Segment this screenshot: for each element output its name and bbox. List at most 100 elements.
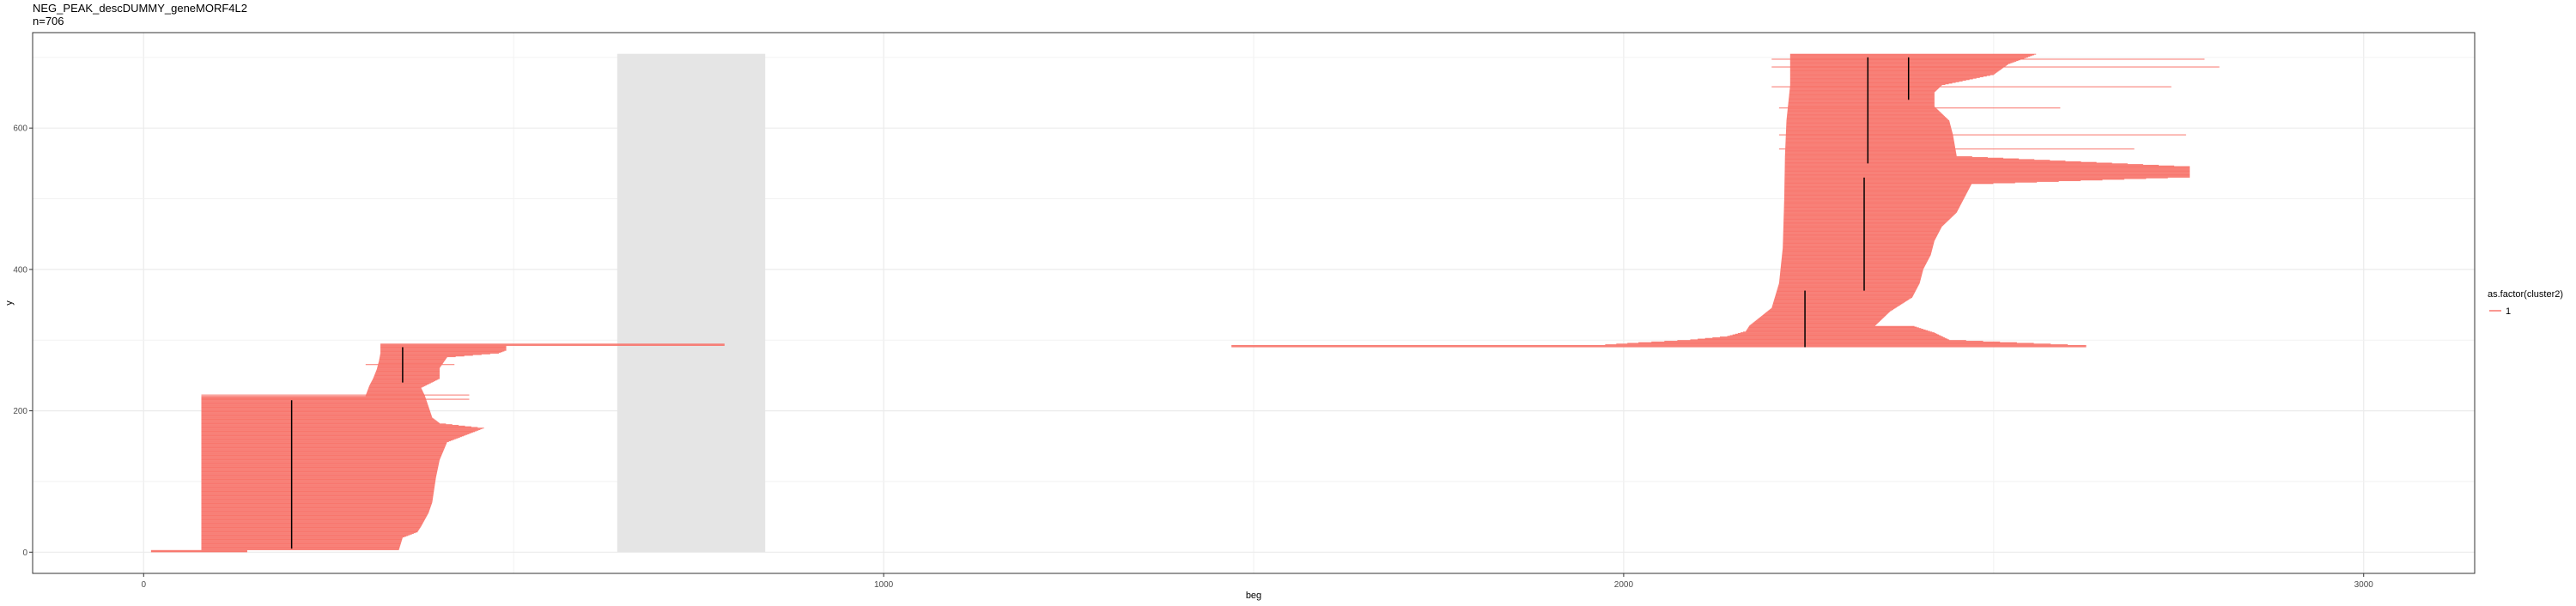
read-segment xyxy=(201,469,438,470)
read-segment xyxy=(201,425,465,427)
read-segment xyxy=(1789,89,1937,91)
read-segment xyxy=(1789,53,2037,55)
read-segment xyxy=(369,385,426,386)
read-segment xyxy=(1784,181,2038,183)
read-segment xyxy=(1787,114,1944,116)
read-segment xyxy=(380,349,507,351)
read-segment xyxy=(201,484,435,486)
read-segment xyxy=(1786,118,1947,119)
read-segment xyxy=(368,387,422,389)
read-segment xyxy=(201,531,418,533)
read-segment xyxy=(201,453,442,455)
read-segment xyxy=(1664,341,1984,342)
read-segment xyxy=(1779,276,1922,278)
read-segment xyxy=(201,446,446,448)
read-segment xyxy=(1753,322,1879,324)
read-segment xyxy=(1787,112,1941,113)
read-segment xyxy=(1789,83,1949,85)
read-segment xyxy=(1783,217,1951,219)
read-segment xyxy=(201,549,399,550)
read-segment xyxy=(201,441,447,443)
read-segment xyxy=(1783,228,1941,230)
read-segment xyxy=(201,513,428,515)
read-segment xyxy=(374,374,440,376)
read-segment xyxy=(1775,294,1914,296)
read-segment xyxy=(1729,335,1941,336)
read-segment xyxy=(1778,107,2061,109)
read-segment xyxy=(1772,302,1904,304)
read-segment xyxy=(201,530,419,531)
read-segment xyxy=(368,386,423,388)
read-segment xyxy=(201,536,405,538)
read-segment xyxy=(201,413,431,414)
read-segment xyxy=(1789,76,1980,78)
read-segment xyxy=(201,429,481,430)
read-segment xyxy=(380,351,503,353)
read-segment xyxy=(1785,136,1953,137)
read-segment xyxy=(1789,79,1970,81)
read-segment xyxy=(1789,85,1941,87)
read-segment xyxy=(1771,306,1897,308)
read-segment xyxy=(201,412,431,414)
read-segment xyxy=(1789,61,2014,63)
read-segment xyxy=(1776,291,1916,293)
read-segment xyxy=(201,546,400,548)
read-segment xyxy=(1755,320,1880,322)
read-segment xyxy=(1784,189,1969,190)
read-segment xyxy=(201,436,462,438)
read-segment xyxy=(1788,106,1935,108)
read-segment xyxy=(1789,70,1999,72)
read-segment xyxy=(201,525,422,526)
read-segment xyxy=(1765,312,1889,314)
read-segment xyxy=(1789,78,1973,80)
y-tick-label: 0 xyxy=(22,548,27,558)
read-segment xyxy=(1783,197,1965,199)
read-segment xyxy=(201,421,438,422)
read-segment xyxy=(366,393,424,394)
read-segment xyxy=(201,459,440,461)
read-segment xyxy=(1783,237,1937,238)
read-segment xyxy=(1779,277,1922,279)
read-segment xyxy=(1780,270,1923,272)
read-segment xyxy=(1789,68,2003,70)
read-segment xyxy=(1784,185,1971,186)
legend-title: as.factor(cluster2) xyxy=(2488,289,2563,300)
read-segment xyxy=(1771,307,1896,309)
read-segment xyxy=(1783,237,1936,239)
read-segment xyxy=(1783,207,1959,209)
read-segment xyxy=(201,425,459,426)
read-segment xyxy=(370,382,432,384)
read-segment xyxy=(1783,225,1943,227)
read-segment xyxy=(201,443,447,445)
read-segment xyxy=(380,353,499,354)
read-segment xyxy=(201,431,475,433)
read-segment xyxy=(201,545,401,546)
read-segment xyxy=(201,482,435,484)
read-segment xyxy=(1789,81,1963,82)
read-segment xyxy=(1774,299,1910,300)
read-segment xyxy=(1784,160,2050,161)
read-segment xyxy=(1778,284,1919,286)
read-segment xyxy=(1783,209,1959,211)
read-segment xyxy=(201,481,436,482)
read-segment xyxy=(1780,272,1923,274)
read-segment xyxy=(380,353,490,355)
read-segment xyxy=(380,344,725,346)
read-segment xyxy=(1789,63,2011,64)
read-segment xyxy=(201,489,434,491)
read-segment xyxy=(201,502,433,504)
read-segment xyxy=(1786,117,1946,118)
read-segment xyxy=(1789,71,1998,73)
read-segment xyxy=(201,507,431,509)
read-segment xyxy=(1784,170,2190,172)
read-segment xyxy=(1784,185,1971,187)
y-tick-label: 400 xyxy=(13,265,27,275)
read-segment xyxy=(201,490,434,492)
read-segment xyxy=(150,549,247,551)
read-segment xyxy=(201,410,430,412)
read-segment xyxy=(201,498,433,500)
read-segment xyxy=(1785,139,1954,141)
read-segment xyxy=(1781,259,1929,261)
read-segment xyxy=(201,415,432,416)
read-segment xyxy=(1784,168,2190,170)
